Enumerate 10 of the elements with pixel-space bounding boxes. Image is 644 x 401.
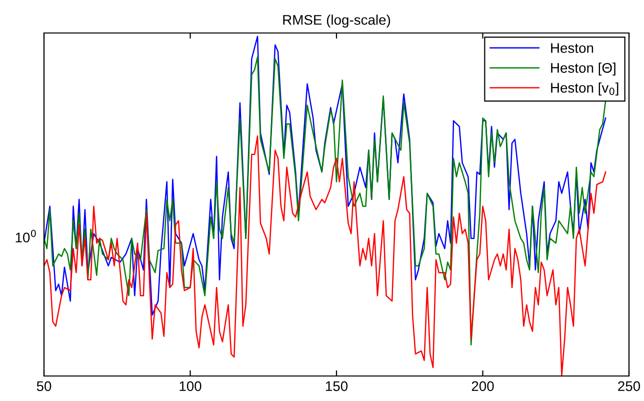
- x-tick-label: 150: [326, 381, 348, 392]
- legend-label: Heston [v$_{0}$]: [551, 82, 618, 96]
- chart-title: RMSE (log-scale): [283, 14, 390, 28]
- legend-label: Heston: [551, 43, 594, 53]
- x-tick-label: 250: [618, 381, 640, 392]
- x-tick-label: 200: [472, 381, 494, 392]
- x-tick-label: 50: [36, 381, 52, 392]
- x-tick-label: 100: [180, 381, 202, 392]
- legend-label: Heston [Θ]: [551, 62, 616, 76]
- text: 10$^{0}$: [16, 230, 36, 242]
